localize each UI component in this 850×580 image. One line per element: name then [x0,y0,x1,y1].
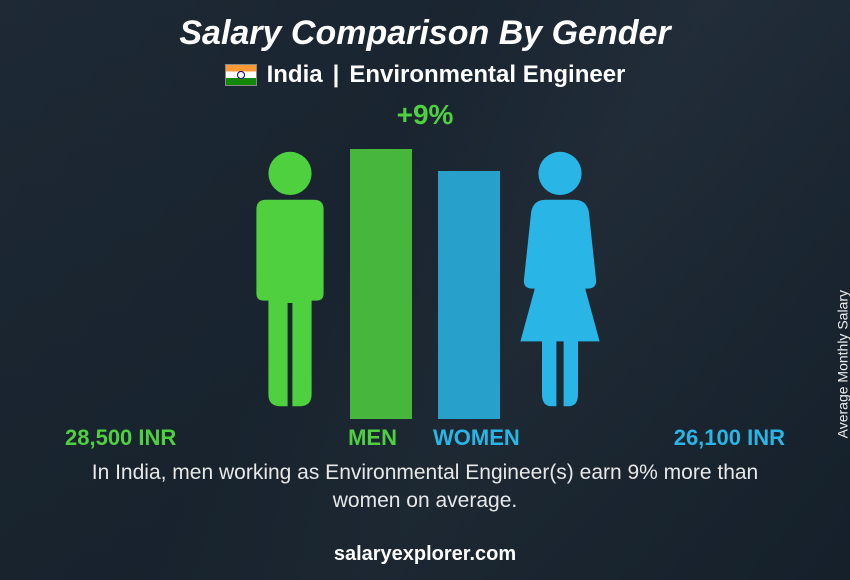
women-bar [438,171,500,419]
job-title-label: Environmental Engineer [349,61,625,89]
men-bar [350,149,412,419]
description-text: In India, men working as Environmental E… [0,459,850,516]
women-salary: 26,100 INR [605,425,785,451]
pct-diff-label: +9% [397,99,454,131]
chart-area: +9% 28,500 INR MEN WOMEN 26,100 INR [0,99,850,459]
men-label: MEN [245,425,415,451]
woman-icon [500,139,620,419]
page-title: Salary Comparison By Gender [0,0,850,53]
male-figure [230,139,350,419]
women-label: WOMEN [415,425,605,451]
axis-label: Average Monthly Salary [834,290,850,438]
footer-source: salaryexplorer.com [0,543,850,566]
female-figure [500,139,620,419]
man-icon [230,139,350,419]
country-label: India [267,61,323,89]
men-salary: 28,500 INR [65,425,245,451]
chart-figures [230,139,620,419]
separator: | [333,61,340,89]
subtitle-row: India | Environmental Engineer [0,61,850,89]
bottom-labels: 28,500 INR MEN WOMEN 26,100 INR [65,425,785,451]
flag-icon [225,64,257,86]
